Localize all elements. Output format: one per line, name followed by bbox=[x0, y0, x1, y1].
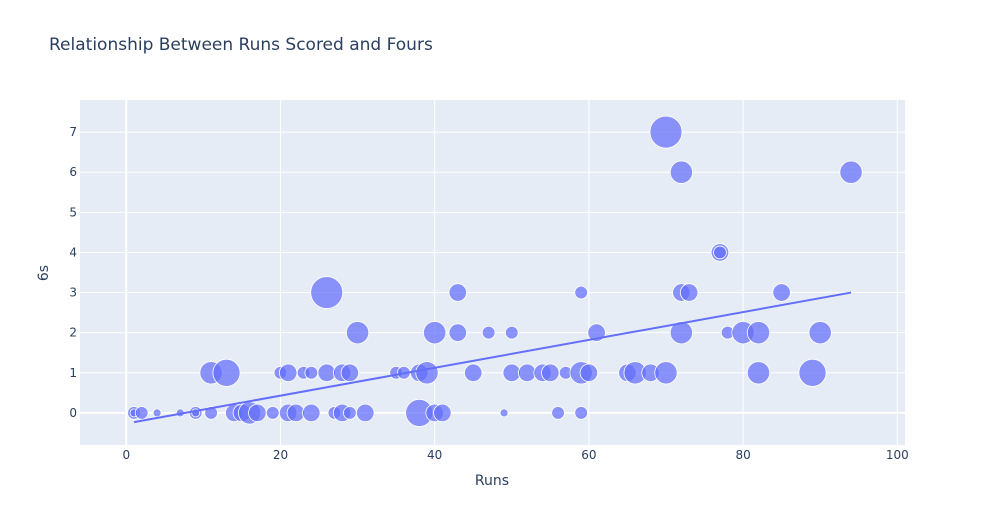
y-tick-label: 5 bbox=[69, 205, 77, 219]
x-tick-label: 60 bbox=[581, 448, 596, 462]
trendline bbox=[133, 291, 852, 424]
scatter-point bbox=[448, 283, 468, 302]
scatter-point bbox=[265, 406, 280, 420]
scatter-point bbox=[502, 363, 521, 382]
scatter-point bbox=[134, 406, 149, 420]
scatter-point bbox=[340, 363, 360, 382]
scatter-point bbox=[481, 325, 496, 340]
scatter-point bbox=[679, 283, 699, 302]
scatter-point bbox=[654, 361, 678, 385]
scatter-point bbox=[574, 406, 588, 420]
y-tick-label: 2 bbox=[69, 326, 77, 340]
x-tick-label: 0 bbox=[122, 448, 130, 462]
y-tick-label: 7 bbox=[69, 125, 77, 139]
scatter-point bbox=[345, 321, 370, 345]
scatter-point bbox=[415, 361, 439, 385]
scatter-point bbox=[302, 403, 321, 423]
scatter-point bbox=[669, 321, 694, 345]
scatter-point bbox=[772, 283, 791, 302]
scatter-point bbox=[669, 160, 694, 184]
scatter-point bbox=[248, 403, 267, 423]
scatter-point bbox=[574, 285, 588, 300]
chart-title: Relationship Between Runs Scored and Fou… bbox=[49, 35, 433, 55]
scatter-point bbox=[713, 245, 727, 260]
y-tick-label: 1 bbox=[69, 366, 77, 380]
scatter-point bbox=[286, 403, 306, 423]
x-axis-label: Runs bbox=[475, 473, 509, 489]
y-tick-label: 0 bbox=[69, 406, 77, 420]
x-tick-label: 40 bbox=[427, 448, 442, 462]
scatter-point bbox=[808, 321, 832, 345]
scatter-point bbox=[448, 323, 468, 342]
x-axis-ticks: 0 20 40 60 80 100 bbox=[122, 448, 908, 462]
plot-area bbox=[80, 100, 905, 445]
scatter-point bbox=[343, 406, 357, 420]
scatter-point bbox=[423, 321, 447, 345]
trendline-path bbox=[133, 291, 852, 424]
scatter-point bbox=[152, 408, 162, 418]
scatter-point bbox=[499, 408, 509, 418]
scatter-point bbox=[356, 403, 375, 423]
y-axis-ticks: 0 1 2 3 4 5 6 7 bbox=[69, 125, 77, 420]
data-points bbox=[127, 115, 863, 427]
scatter-point bbox=[504, 325, 519, 340]
y-tick-label: 6 bbox=[69, 165, 77, 179]
scatter-point bbox=[839, 160, 863, 184]
x-tick-label: 100 bbox=[886, 448, 909, 462]
y-axis-label: 6s bbox=[36, 265, 52, 281]
scatter-point bbox=[304, 365, 319, 380]
scatter-point bbox=[746, 321, 771, 345]
scatter-point bbox=[317, 363, 336, 382]
scatter-point bbox=[517, 363, 537, 382]
scatter-point bbox=[433, 403, 452, 423]
x-tick-label: 80 bbox=[735, 448, 750, 462]
scatter-point bbox=[579, 363, 599, 382]
scatter-point bbox=[798, 358, 827, 387]
scatter-point bbox=[212, 358, 241, 387]
scatter-point bbox=[746, 361, 771, 385]
scatter-point bbox=[551, 406, 565, 420]
y-tick-label: 3 bbox=[69, 286, 77, 300]
x-tick-label: 20 bbox=[273, 448, 288, 462]
scatter-point bbox=[310, 276, 344, 309]
scatter-point bbox=[278, 363, 298, 382]
scatter-point bbox=[464, 363, 483, 382]
scatter-point bbox=[541, 363, 560, 382]
y-tick-label: 4 bbox=[69, 245, 77, 259]
scatter-point bbox=[649, 115, 683, 149]
